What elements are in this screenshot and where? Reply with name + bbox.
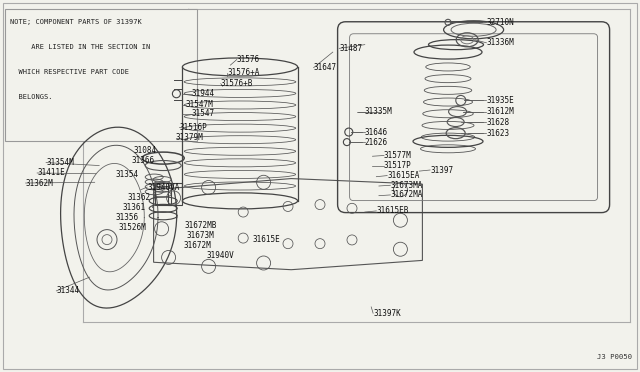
Text: 31576+A: 31576+A bbox=[227, 68, 260, 77]
Text: 31623: 31623 bbox=[486, 129, 509, 138]
Text: ARE LISTED IN THE SECTION IN: ARE LISTED IN THE SECTION IN bbox=[10, 44, 150, 50]
Text: 31344: 31344 bbox=[56, 286, 79, 295]
Text: 31647: 31647 bbox=[314, 63, 337, 72]
Text: 21626: 21626 bbox=[365, 138, 388, 147]
Text: 31615E: 31615E bbox=[253, 235, 280, 244]
Bar bbox=[155, 183, 172, 205]
Text: 31336M: 31336M bbox=[486, 38, 514, 47]
Text: J3 P0050: J3 P0050 bbox=[597, 354, 632, 360]
Text: 31940VA: 31940VA bbox=[147, 183, 180, 192]
Text: 31673MA: 31673MA bbox=[390, 181, 423, 190]
Text: 31526M: 31526M bbox=[118, 223, 146, 232]
Text: 31615EA: 31615EA bbox=[387, 171, 420, 180]
Text: 31361: 31361 bbox=[123, 203, 146, 212]
Text: 31576+B: 31576+B bbox=[221, 79, 253, 88]
Text: 31672M: 31672M bbox=[183, 241, 211, 250]
Text: 31576: 31576 bbox=[237, 55, 260, 64]
Text: BELONGS.: BELONGS. bbox=[10, 94, 52, 100]
Text: 31517P: 31517P bbox=[384, 161, 412, 170]
Text: 31356: 31356 bbox=[115, 213, 138, 222]
Text: 31646: 31646 bbox=[365, 128, 388, 137]
Bar bbox=[5, 9, 197, 141]
Text: 31612M: 31612M bbox=[486, 107, 514, 116]
Text: 31335M: 31335M bbox=[365, 107, 392, 116]
Text: 31366: 31366 bbox=[131, 156, 154, 165]
Text: 31935E: 31935E bbox=[486, 96, 514, 105]
Text: 31354: 31354 bbox=[115, 170, 138, 179]
Text: 31379M: 31379M bbox=[176, 133, 204, 142]
Text: 31362: 31362 bbox=[128, 193, 151, 202]
Text: 31516P: 31516P bbox=[179, 123, 207, 132]
Text: 31354M: 31354M bbox=[46, 158, 74, 167]
Text: 31547: 31547 bbox=[192, 109, 215, 118]
Text: 31672MA: 31672MA bbox=[390, 190, 423, 199]
Text: 31672MB: 31672MB bbox=[184, 221, 217, 230]
Text: 31487: 31487 bbox=[339, 44, 362, 53]
Text: 31944: 31944 bbox=[192, 89, 215, 98]
Text: 31397: 31397 bbox=[430, 166, 453, 174]
Text: 31411E: 31411E bbox=[37, 169, 65, 177]
Text: 31547M: 31547M bbox=[186, 100, 213, 109]
Text: 31615EB: 31615EB bbox=[376, 206, 409, 215]
Text: 31362M: 31362M bbox=[26, 179, 53, 187]
Bar bbox=[168, 183, 182, 205]
Text: 31084: 31084 bbox=[133, 146, 156, 155]
Text: 31397K: 31397K bbox=[373, 309, 401, 318]
Text: 31628: 31628 bbox=[486, 118, 509, 126]
Text: 32710N: 32710N bbox=[486, 18, 514, 27]
Text: 31577M: 31577M bbox=[384, 151, 412, 160]
Text: NOTE; COMPONENT PARTS OF 31397K: NOTE; COMPONENT PARTS OF 31397K bbox=[10, 19, 141, 25]
Text: WHICH RESPECTIVE PART CODE: WHICH RESPECTIVE PART CODE bbox=[10, 69, 129, 75]
Text: 31673M: 31673M bbox=[187, 231, 214, 240]
Text: 31940V: 31940V bbox=[206, 251, 234, 260]
